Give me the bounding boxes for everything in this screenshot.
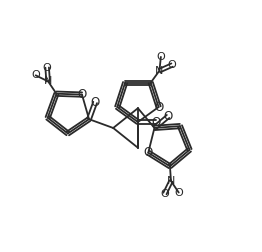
Text: O: O — [174, 187, 183, 198]
Text: O: O — [90, 96, 100, 109]
Text: O: O — [156, 52, 165, 62]
Text: O: O — [154, 101, 163, 113]
Text: O: O — [77, 88, 87, 101]
Text: O: O — [43, 62, 52, 73]
Text: N: N — [167, 176, 175, 186]
Text: O: O — [144, 146, 153, 159]
Text: O: O — [163, 110, 173, 123]
Text: N: N — [44, 76, 52, 86]
Text: O: O — [151, 116, 160, 129]
Text: O: O — [168, 60, 176, 70]
Text: O: O — [161, 188, 169, 199]
Text: N: N — [155, 66, 163, 76]
Text: O: O — [31, 70, 40, 80]
